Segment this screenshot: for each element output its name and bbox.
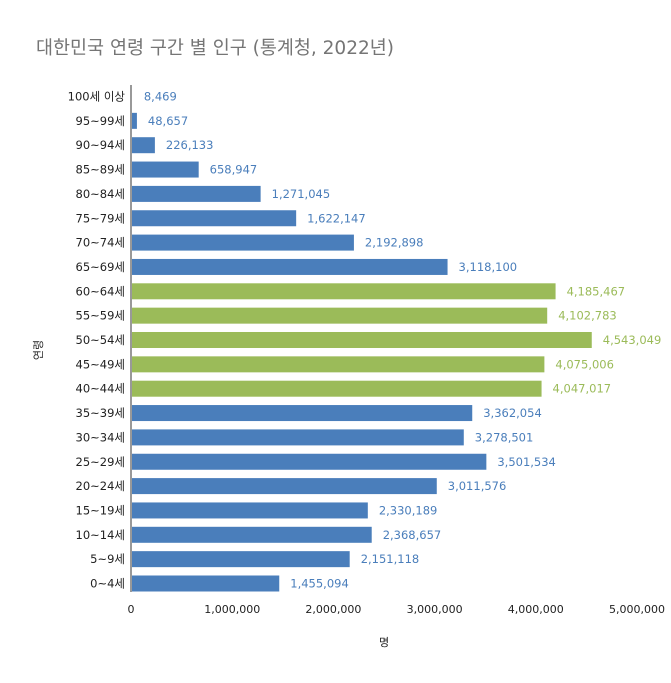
bar (132, 161, 199, 178)
category-label: 40~44세 (76, 382, 125, 396)
value-label: 1,271,045 (272, 187, 331, 201)
bars-layer: 100세 이상 8,469 95~99세 48,657 90~94세 226,133 85~… (68, 90, 662, 592)
category-label: 60~64세 (76, 284, 125, 298)
value-label: 1,455,094 (290, 577, 349, 591)
category-label: 20~24세 (76, 479, 125, 493)
bar (132, 551, 350, 568)
category-label: 95~99세 (76, 114, 125, 128)
category-label: 75~79세 (76, 211, 125, 225)
value-label: 2,151,118 (361, 552, 420, 566)
x-tick-label: 2,000,000 (305, 603, 361, 616)
category-label: 90~94세 (76, 138, 125, 152)
bar (132, 137, 155, 154)
category-label: 0~4세 (90, 577, 125, 591)
bar (132, 210, 297, 227)
bar (132, 575, 280, 592)
category-label: 35~39세 (76, 406, 125, 420)
bar (132, 307, 548, 324)
bar (132, 478, 437, 495)
bar (132, 502, 368, 519)
value-label: 2,330,189 (379, 503, 438, 517)
value-label: 3,278,501 (475, 430, 534, 444)
x-tick-label: 0 (128, 603, 135, 616)
bar (132, 283, 556, 300)
category-label: 85~89세 (76, 163, 125, 177)
category-label: 100세 이상 (68, 90, 126, 104)
bar (132, 380, 542, 397)
category-label: 50~54세 (76, 333, 125, 347)
category-label: 70~74세 (76, 236, 125, 250)
value-label: 3,118,100 (459, 260, 518, 274)
bar (132, 429, 464, 446)
bar (132, 526, 372, 543)
category-label: 30~34세 (76, 430, 125, 444)
value-label: 4,185,467 (567, 284, 626, 298)
category-label: 45~49세 (76, 357, 125, 371)
category-label: 5~9세 (90, 552, 125, 566)
category-label: 80~84세 (76, 187, 125, 201)
value-label: 4,102,783 (558, 309, 617, 323)
value-label: 1,622,147 (307, 211, 366, 225)
x-tick-label: 5,000,000 (609, 603, 665, 616)
category-label: 65~69세 (76, 260, 125, 274)
x-axis-title: 명 (379, 636, 389, 649)
y-axis-title: 연령 (32, 340, 45, 360)
value-label: 2,368,657 (383, 528, 442, 542)
value-label: 3,501,534 (497, 455, 556, 469)
category-label: 25~29세 (76, 455, 125, 469)
x-axis-ticks: 0 1,000,000 2,000,000 3,000,000 4,000,000 5,0… (128, 603, 665, 616)
bar (132, 356, 545, 373)
bar (132, 112, 137, 129)
value-label: 3,011,576 (448, 479, 507, 493)
value-label: 226,133 (166, 138, 214, 152)
x-tick-label: 4,000,000 (508, 603, 564, 616)
category-label: 10~14세 (76, 528, 125, 542)
value-label: 8,469 (144, 90, 177, 104)
category-label: 15~19세 (76, 503, 125, 517)
value-label: 4,047,017 (553, 382, 612, 396)
bar (132, 185, 261, 202)
category-label: 55~59세 (76, 309, 125, 323)
bar (132, 258, 448, 275)
value-label: 4,075,006 (555, 357, 614, 371)
bar (132, 332, 592, 348)
value-label: 4,543,049 (603, 333, 662, 347)
value-label: 658,947 (210, 163, 258, 177)
bar (132, 453, 487, 470)
value-label: 48,657 (148, 114, 188, 128)
x-tick-label: 1,000,000 (204, 603, 260, 616)
x-tick-label: 3,000,000 (407, 603, 463, 616)
bar (132, 405, 473, 422)
chart-title: 대한민국 연령 구간 별 인구 (통계청, 2022년) (36, 38, 394, 59)
value-label: 3,362,054 (483, 406, 542, 420)
value-label: 2,192,898 (365, 236, 424, 250)
bar (132, 234, 354, 251)
